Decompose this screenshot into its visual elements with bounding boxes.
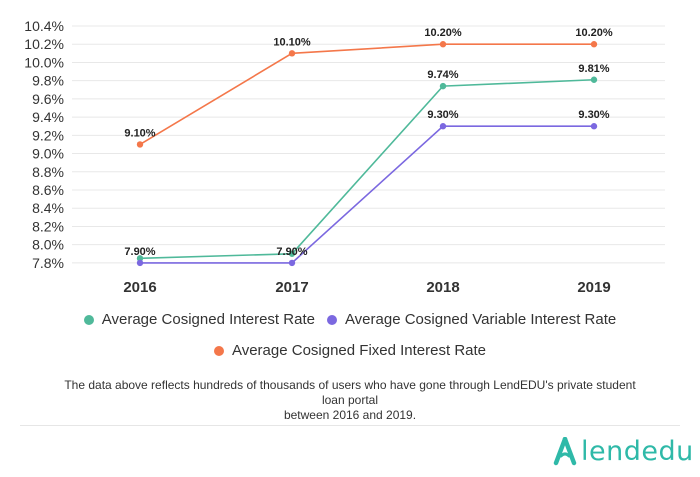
footnote-line-1: The data above reflects hundreds of thou…: [64, 378, 636, 407]
data-label: 10.20%: [424, 27, 462, 39]
data-point: [136, 259, 144, 267]
series-line: [139, 43, 594, 146]
data-labels: 9.74% 9.81% 7.90% 7.90% 9.30% 9.30% 9.10% 10.10…: [124, 27, 612, 258]
legend-label-variable: Average Cosigned Variable Interest Rate: [344, 311, 617, 328]
x-tick-label: 2016: [123, 279, 156, 296]
data-point: [136, 255, 144, 262]
x-tick-label: 2018: [426, 279, 459, 296]
y-tick-label: 9.6%: [32, 91, 64, 107]
y-tick-label: 8.6%: [32, 182, 64, 198]
data-point: [590, 76, 598, 83]
y-tick-label: 10.0%: [24, 54, 64, 70]
data-label: 9.30%: [578, 109, 609, 121]
grid-lines: [72, 25, 665, 264]
legend-item-fixed: Average Cosigned Fixed Interest Rate: [213, 342, 487, 359]
data-label: 7.90%: [276, 246, 307, 258]
y-tick-label: 8.2%: [32, 218, 64, 234]
legend-row-2: Average Cosigned Fixed Interest Rate: [0, 342, 700, 359]
y-tick-label: 9.4%: [32, 109, 64, 125]
legend-label-fixed: Average Cosigned Fixed Interest Rate: [231, 342, 487, 359]
data-point: [136, 141, 144, 148]
data-label: 7.90%: [124, 246, 155, 258]
data-point: [439, 41, 447, 48]
series-lines: [136, 41, 598, 267]
y-tick-label: 9.8%: [32, 73, 64, 89]
y-tick-label: 8.8%: [32, 164, 64, 180]
x-tick-label: 2019: [577, 279, 610, 296]
x-axis-ticks: 2016 2017 2018 2019: [123, 279, 610, 296]
series-line: [139, 78, 595, 260]
logo-text: lendedu: [581, 436, 694, 467]
lendedu-logo-icon: [553, 436, 577, 465]
series-line: [140, 125, 594, 264]
data-point: [288, 259, 296, 267]
line-chart: 7.8% 8.0% 8.2% 8.4% 8.6% 8.8% 9.0% 9.2% 9.4% 9.6%…: [24, 18, 665, 296]
y-axis-ticks: 7.8% 8.0% 8.2% 8.4% 8.6% 8.8% 9.0% 9.2% 9.4% 9.6%…: [24, 18, 64, 271]
data-point: [288, 50, 296, 57]
y-tick-label: 7.8%: [32, 255, 64, 271]
footnote: The data above reflects hundreds of thou…: [60, 378, 640, 423]
data-label: 10.20%: [575, 27, 613, 39]
legend-row-1: Average Cosigned Interest Rate Average C…: [0, 311, 700, 328]
legend-label-cosigned: Average Cosigned Interest Rate: [101, 311, 315, 328]
x-tick-label: 2017: [275, 279, 308, 296]
legend-dot-fixed: [213, 345, 224, 356]
legend-item-variable: Average Cosigned Variable Interest Rate: [326, 311, 617, 328]
legend-item-cosigned: Average Cosigned Interest Rate: [83, 311, 315, 328]
data-label: 9.74%: [427, 69, 458, 81]
y-tick-label: 9.0%: [32, 146, 64, 162]
footnote-line-2: between 2016 and 2019.: [283, 408, 417, 422]
y-tick-label: 10.4%: [24, 18, 64, 34]
divider: [20, 425, 680, 426]
data-label: 9.30%: [427, 109, 458, 121]
y-tick-label: 9.2%: [32, 127, 64, 143]
y-tick-label: 10.2%: [24, 36, 64, 52]
data-point: [439, 123, 447, 130]
legend-dot-cosigned: [83, 314, 94, 325]
data-label: 10.10%: [273, 36, 311, 48]
data-point: [288, 250, 296, 257]
data-point: [590, 123, 598, 130]
y-tick-label: 8.0%: [32, 237, 64, 253]
data-label: 9.81%: [578, 63, 609, 75]
lendedu-logo: lendedu: [553, 436, 694, 467]
y-tick-label: 8.4%: [32, 200, 64, 216]
legend-dot-variable: [326, 314, 337, 325]
data-point: [439, 82, 447, 90]
data-label: 9.10%: [124, 127, 155, 139]
data-point: [590, 41, 598, 48]
